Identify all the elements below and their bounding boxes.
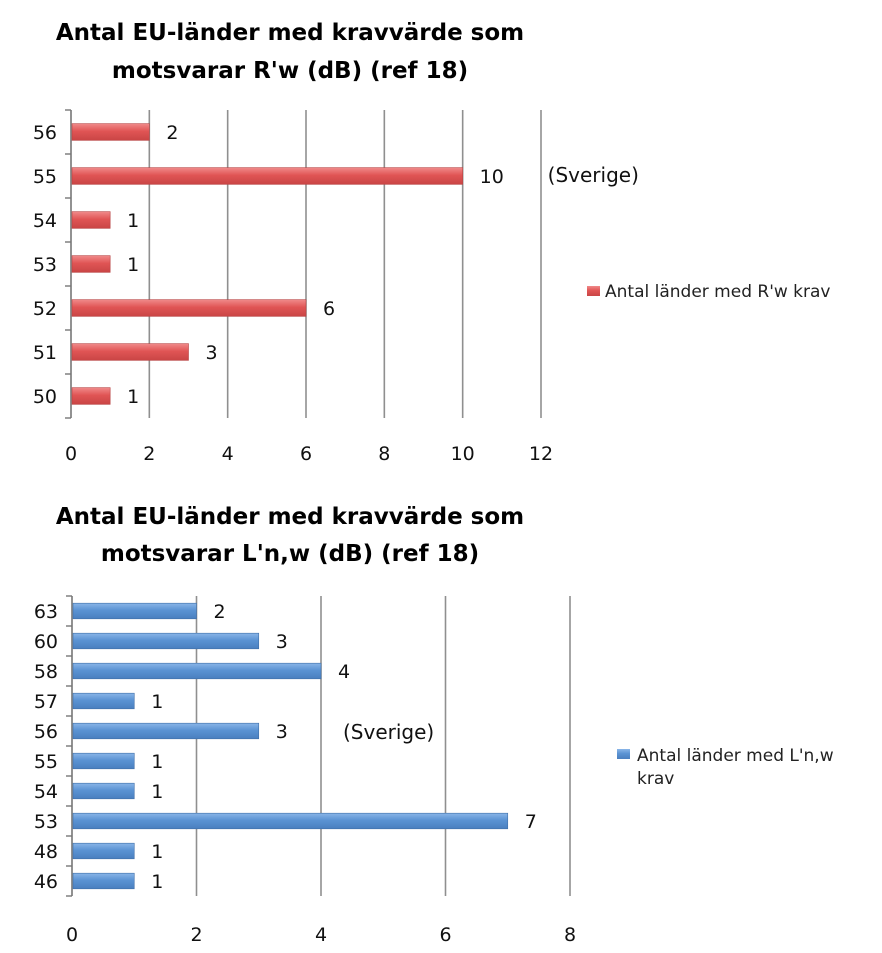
chart-rw-y-tick-labels: 50 51 52 53 54 55 56: [33, 122, 57, 408]
chart-rw-data-label-56: 2: [166, 122, 178, 144]
chart-rw-data-label-50: 1: [127, 386, 139, 408]
chart-lnw-bar-60: [72, 632, 260, 650]
chart-lnw-annotation-sverige: (Sverige): [343, 720, 434, 744]
chart-lnw-title-line-1: Antal EU-länder med kravvärde som: [56, 504, 524, 530]
chart-rw-bar-53: [71, 255, 111, 273]
chart-rw: Antal EU-länder med kravvärde som motsva…: [33, 20, 831, 465]
chart-rw-x-tick-10: 10: [451, 443, 475, 465]
chart-lnw-bar-53: [72, 812, 509, 830]
chart-lnw-data-label-53: 7: [525, 811, 537, 833]
chart-lnw-x-tick-4: 4: [315, 924, 327, 946]
chart-rw-bars: [71, 123, 463, 405]
chart-rw-x-tick-labels: 0 2 4 6 8 10 12: [65, 443, 553, 465]
chart-rw-y-tick-53: 53: [33, 254, 57, 276]
chart-lnw-y-tick-58: 58: [34, 661, 58, 683]
chart-lnw-bar-58: [72, 662, 322, 680]
chart-rw-title-line-1: Antal EU-länder med kravvärde som: [56, 20, 524, 46]
chart-lnw-y-tick-46: 46: [34, 871, 58, 893]
chart-rw-bar-50: [71, 387, 111, 405]
chart-lnw-bar-55: [72, 752, 135, 770]
chart-lnw-y-tick-labels: 46 48 53 54 55 56 57 58 60 63: [34, 601, 58, 893]
chart-lnw-bar-57: [72, 692, 135, 710]
chart-lnw-legend-label: Antal länder med L'n,w krav: [637, 746, 834, 789]
chart-lnw-y-tick-53: 53: [34, 811, 58, 833]
chart-rw-data-label-51: 3: [206, 342, 218, 364]
chart-lnw-bars: [72, 602, 509, 890]
chart-rw-bar-56: [71, 123, 150, 141]
chart-lnw-axes: [66, 595, 73, 897]
chart-lnw-data-label-46: 1: [151, 871, 163, 893]
chart-lnw-legend-key: [617, 749, 630, 759]
chart-rw-x-tick-0: 0: [65, 443, 77, 465]
chart-lnw-data-label-55: 1: [151, 751, 163, 773]
chart-lnw-bar-54: [72, 782, 135, 800]
chart-lnw-x-tick-2: 2: [190, 924, 202, 946]
chart-lnw-x-tick-6: 6: [439, 924, 451, 946]
chart-lnw-data-label-63: 2: [214, 601, 226, 623]
chart-rw-data-labels: 1 3 6 1 1 10 2: [127, 122, 504, 408]
chart-rw-data-label-53: 1: [127, 254, 139, 276]
chart-lnw-gridlines: [195, 596, 571, 896]
chart-rw-axes: [65, 109, 72, 419]
chart-rw-annotation-sverige: (Sverige): [548, 163, 639, 187]
chart-lnw-x-tick-0: 0: [66, 924, 78, 946]
chart-lnw-bar-46: [72, 872, 135, 890]
chart-rw-bar-55: [71, 167, 463, 185]
chart-rw-x-tick-2: 2: [143, 443, 155, 465]
chart-rw-bar-51: [71, 343, 189, 361]
chart-lnw-y-tick-48: 48: [34, 841, 58, 863]
chart-rw-x-tick-12: 12: [529, 443, 553, 465]
chart-lnw-y-tick-54: 54: [34, 781, 58, 803]
chart-rw-bar-52: [71, 299, 307, 317]
chart-lnw-bar-63: [72, 602, 197, 620]
chart-lnw-data-label-57: 1: [151, 691, 163, 713]
chart-lnw: Antal EU-länder med kravvärde som motsva…: [34, 504, 834, 946]
chart-rw-legend-label: Antal länder med R'w krav: [605, 282, 831, 302]
chart-rw-y-tick-52: 52: [33, 298, 57, 320]
chart-rw-x-tick-8: 8: [378, 443, 390, 465]
chart-rw-bar-54: [71, 211, 111, 229]
chart-lnw-y-tick-55: 55: [34, 751, 58, 773]
chart-rw-legend: Antal länder med R'w krav: [587, 282, 831, 302]
chart-rw-title-line-2: motsvarar R'w (dB) (ref 18): [112, 58, 468, 84]
chart-lnw-x-tick-labels: 0 2 4 6 8: [66, 924, 576, 946]
chart-lnw-legend: Antal länder med L'n,w krav: [617, 746, 834, 789]
chart-rw-legend-key: [587, 286, 600, 296]
chart-lnw-data-label-48: 1: [151, 841, 163, 863]
chart-lnw-y-tick-56: 56: [34, 721, 58, 743]
chart-lnw-x-tick-8: 8: [564, 924, 576, 946]
chart-lnw-bar-56: [72, 722, 260, 740]
chart-lnw-y-tick-63: 63: [34, 601, 58, 623]
chart-lnw-bar-48: [72, 842, 135, 860]
chart-lnw-y-tick-57: 57: [34, 691, 58, 713]
chart-rw-y-tick-51: 51: [33, 342, 57, 364]
chart-rw-y-tick-55: 55: [33, 166, 57, 188]
chart-lnw-title-line-2: motsvarar L'n,w (dB) (ref 18): [101, 541, 479, 567]
chart-rw-data-label-54: 1: [127, 210, 139, 232]
chart-lnw-data-label-54: 1: [151, 781, 163, 803]
chart-lnw-data-label-58: 4: [338, 661, 350, 683]
chart-rw-gridlines: [148, 110, 542, 418]
chart-lnw-data-label-60: 3: [276, 631, 288, 653]
chart-rw-y-tick-54: 54: [33, 210, 57, 232]
chart-rw-data-label-55: 10: [480, 166, 504, 188]
chart-rw-y-tick-56: 56: [33, 122, 57, 144]
chart-rw-y-tick-50: 50: [33, 386, 57, 408]
chart-lnw-data-label-56: 3: [276, 721, 288, 743]
chart-rw-x-tick-4: 4: [222, 443, 234, 465]
chart-lnw-data-labels: 1 1 7 1 1 3 1 4 3 2: [151, 601, 537, 893]
chart-lnw-y-tick-60: 60: [34, 631, 58, 653]
chart-rw-data-label-52: 6: [323, 298, 335, 320]
chart-rw-x-tick-6: 6: [300, 443, 312, 465]
